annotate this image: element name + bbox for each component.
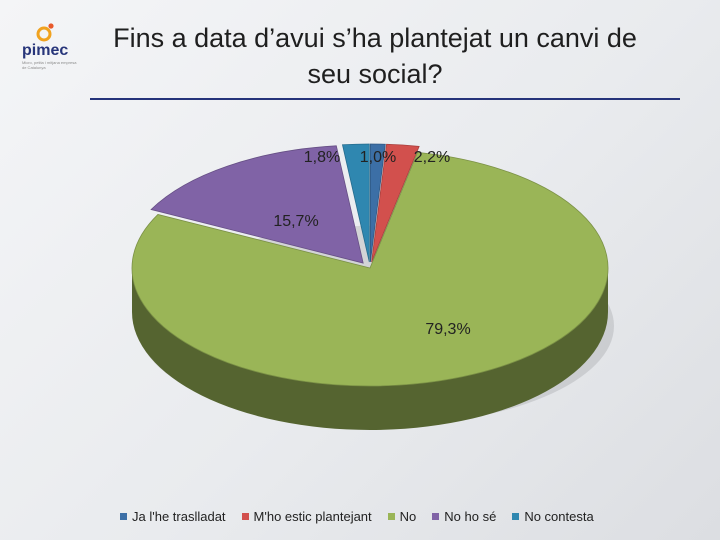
legend-item: No ho sé [432, 509, 496, 524]
pie-data-label: 15,7% [273, 213, 318, 230]
legend-label: No ho sé [444, 508, 497, 524]
page-title: Fins a data d’avui s’ha plantejat un can… [113, 23, 637, 89]
legend-item: No [387, 508, 417, 524]
pie-data-label: 79,3% [425, 321, 470, 338]
legend-label: No [399, 508, 417, 524]
legend-swatch [512, 512, 520, 520]
brand-tagline: Micro, petita i mitjana empresa de Catal… [22, 60, 77, 70]
pie-slice [371, 143, 420, 263]
legend-swatch [241, 512, 249, 520]
legend-swatch [120, 512, 127, 520]
legend-label: M'ho estic plantejant [253, 508, 372, 524]
legend-label: No contesta [524, 508, 594, 524]
legend-item: No contesta [512, 508, 594, 524]
pimec-logo: pimec Micro, petita i mitjana empresa de… [22, 22, 82, 70]
pie-data-label: 2,2% [414, 149, 450, 166]
legend-swatch [387, 512, 395, 520]
title-underline [90, 98, 680, 100]
pie-slice [150, 145, 364, 264]
legend-label: Ja l'he traslladat [132, 508, 226, 524]
legend-item: Ja l'he traslladat [120, 509, 226, 524]
pie-slice [341, 143, 370, 263]
pie-slice [131, 151, 609, 387]
legend-item: M'ho estic plantejant [241, 508, 372, 524]
pie-data-label: 1,0% [360, 149, 396, 166]
pie-slice-side [132, 268, 608, 430]
chart-legend: Ja l'he traslladat M'ho estic plantejant N… [120, 505, 660, 527]
pimec-logo-mark [36, 23, 54, 42]
pie-slice [369, 143, 386, 263]
legend-swatch [432, 512, 440, 520]
brand-name: pimec [22, 42, 69, 59]
pie-data-label: 1,8% [304, 149, 340, 166]
